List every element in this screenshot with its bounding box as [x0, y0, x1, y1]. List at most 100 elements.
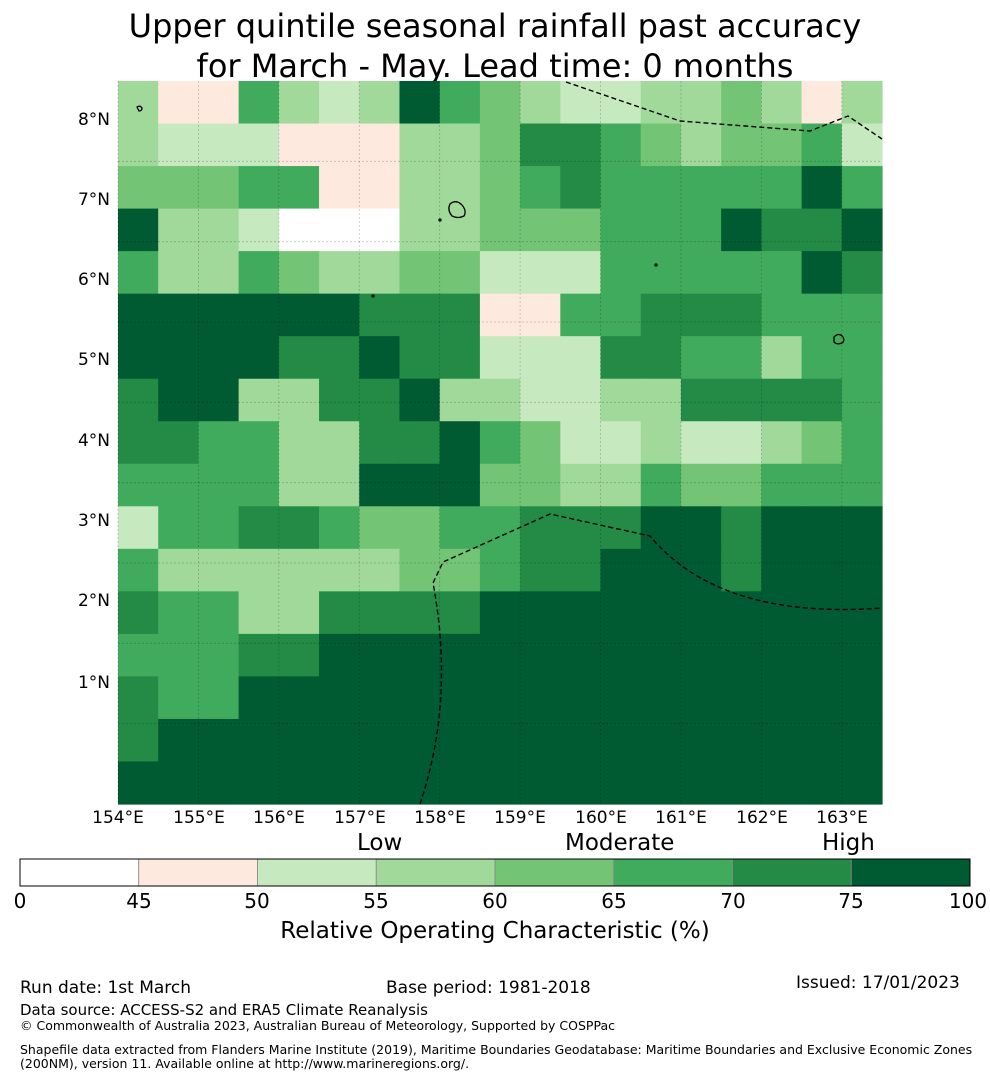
grid-cell: [479, 251, 521, 295]
grid-cell: [520, 378, 561, 422]
grid-cell: [721, 378, 762, 422]
grid-cell: [801, 591, 843, 635]
grid-cell: [198, 293, 240, 337]
grid-cell: [721, 676, 762, 720]
grid-cell: [319, 208, 360, 252]
grid-cell: [319, 293, 360, 337]
grid-cell: [479, 81, 521, 125]
grid-cell: [600, 718, 642, 763]
grid-cell: [560, 293, 602, 337]
grid-cell: [560, 208, 602, 252]
island-pohnpei: [448, 201, 466, 219]
grid-cell: [680, 761, 722, 805]
legend-word-high: High: [822, 830, 875, 856]
grid-cell: [158, 378, 200, 422]
grid-cell: [721, 81, 762, 125]
grid-cell: [600, 421, 642, 465]
lat-label-7n: 7°N: [77, 190, 110, 210]
grid-cell: [520, 633, 561, 678]
grid-cell: [198, 123, 240, 167]
grid-cell: [721, 166, 762, 210]
grid-cell: [520, 421, 561, 465]
grid-cell: [278, 421, 320, 465]
grid-cell: [721, 591, 762, 635]
grid-cell: [841, 293, 883, 337]
grid-cell: [439, 251, 481, 295]
grid-cell: [479, 591, 521, 635]
grid-cell: [118, 548, 159, 592]
grid-cell: [520, 208, 561, 252]
colorbar-segment: [850, 858, 971, 887]
grid-cell: [319, 463, 360, 507]
lon-label-159e: 159°E: [494, 808, 546, 828]
grid-cell: [118, 123, 159, 167]
grid-cell: [801, 676, 843, 720]
grid-cell: [319, 676, 360, 720]
grid-cell: [359, 378, 401, 422]
grid-cell: [680, 208, 722, 252]
grid-cell: [841, 251, 883, 295]
grid-cell: [520, 293, 561, 337]
grid-cell: [680, 378, 722, 422]
grid-cell: [238, 506, 280, 550]
grid-cell: [680, 293, 722, 337]
grid-cell: [319, 123, 360, 167]
grid-cell: [640, 166, 682, 210]
grid-cell: [118, 718, 159, 763]
grid-cell: [560, 251, 602, 295]
island-kosrae: [833, 333, 845, 345]
grid-cell: [479, 718, 521, 763]
grid-cell: [118, 378, 159, 422]
colorbar-tick-45: 45: [126, 889, 152, 913]
grid-cell: [359, 421, 401, 465]
grid-cell: [158, 208, 200, 252]
grid-cell: [278, 718, 320, 763]
grid-cell: [761, 633, 803, 678]
colorbar-segment: [19, 858, 140, 887]
grid-cell: [801, 81, 843, 125]
grid-cell: [600, 208, 642, 252]
grid-cell: [520, 676, 561, 720]
grid-cell: [479, 421, 521, 465]
grid-cell: [801, 336, 843, 380]
grid-cell: [118, 293, 159, 337]
grid-cell: [721, 251, 762, 295]
base-period: Base period: 1981-2018: [386, 978, 591, 998]
grid-cell: [761, 506, 803, 550]
grid-cell: [520, 761, 561, 805]
grid-cell: [520, 506, 561, 550]
grid-cell: [319, 761, 360, 805]
lon-label-162e: 162°E: [736, 808, 788, 828]
grid-cell: [198, 251, 240, 295]
grid-cell: [158, 123, 200, 167]
grid-cell: [680, 591, 722, 635]
grid-cell: [399, 123, 441, 167]
grid-cell: [680, 506, 722, 550]
grid-cell: [118, 208, 159, 252]
grid-cell: [278, 251, 320, 295]
grid-cell: [640, 81, 682, 125]
grid-cell: [841, 676, 883, 720]
legend-word-low: Low: [357, 830, 403, 856]
colorbar-tick-50: 50: [244, 889, 270, 913]
grid-cell: [118, 463, 159, 507]
grid-cell: [399, 591, 441, 635]
grid-cell: [761, 166, 803, 210]
grid-cell: [278, 336, 320, 380]
grid-cell: [238, 548, 280, 592]
grid-cell: [640, 718, 682, 763]
grid-cell: [118, 421, 159, 465]
grid-cell: [640, 336, 682, 380]
grid-cell: [399, 208, 441, 252]
grid-cell: [439, 548, 481, 592]
lon-label-158e: 158°E: [414, 808, 466, 828]
grid-cell: [520, 251, 561, 295]
grid-cell: [399, 548, 441, 592]
grid-cell: [640, 506, 682, 550]
grid-cell: [600, 463, 642, 507]
grid-cell: [359, 336, 401, 380]
grid-cell: [560, 421, 602, 465]
lon-label-154e: 154°E: [92, 808, 144, 828]
grid-cell: [439, 506, 481, 550]
grid-cell: [721, 761, 762, 805]
